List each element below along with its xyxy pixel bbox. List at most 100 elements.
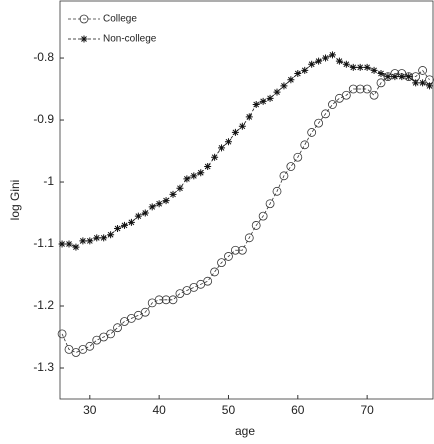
data-point bbox=[245, 113, 253, 121]
data-point bbox=[286, 162, 296, 171]
data-point bbox=[335, 57, 343, 65]
data-point bbox=[57, 329, 67, 339]
data-point bbox=[154, 295, 164, 305]
x-tick-label: 30 bbox=[83, 403, 97, 417]
data-point bbox=[273, 88, 281, 96]
plot-frame bbox=[59, 0, 434, 400]
data-point bbox=[391, 73, 399, 81]
data-point bbox=[162, 197, 170, 205]
data-point bbox=[85, 341, 95, 351]
data-point bbox=[238, 122, 246, 130]
data-point bbox=[314, 118, 324, 128]
data-point bbox=[266, 94, 274, 102]
data-point bbox=[328, 100, 337, 109]
data-point bbox=[155, 200, 163, 208]
data-point bbox=[315, 57, 323, 65]
data-point bbox=[190, 172, 198, 180]
data-point bbox=[224, 252, 233, 261]
data-point bbox=[322, 54, 330, 62]
data-point bbox=[169, 190, 177, 198]
data-point bbox=[100, 234, 108, 242]
y-tick-label: -1.1 bbox=[33, 236, 54, 250]
data-point bbox=[140, 307, 150, 317]
data-point bbox=[168, 295, 178, 305]
data-point bbox=[349, 63, 357, 71]
legend-label: Non-college bbox=[103, 34, 157, 45]
x-tick-label: 60 bbox=[291, 403, 305, 417]
data-point bbox=[369, 90, 379, 100]
y-tick-label: -1.2 bbox=[33, 298, 54, 312]
legend-marker bbox=[80, 35, 88, 43]
x-tick-label: 70 bbox=[360, 403, 374, 417]
data-point bbox=[301, 66, 309, 74]
data-point bbox=[93, 234, 101, 242]
x-axis-label: age bbox=[235, 424, 255, 438]
data-point bbox=[217, 258, 226, 268]
data-point bbox=[114, 225, 122, 233]
data-point bbox=[280, 82, 288, 90]
series-line bbox=[62, 54, 430, 248]
data-point bbox=[294, 70, 302, 78]
data-point bbox=[419, 79, 427, 87]
data-point bbox=[197, 169, 205, 177]
data-point bbox=[328, 51, 336, 59]
data-point bbox=[321, 109, 330, 119]
data-point bbox=[398, 73, 406, 81]
series-line bbox=[61, 69, 430, 353]
data-point bbox=[65, 240, 73, 248]
data-point bbox=[58, 240, 66, 248]
data-point bbox=[370, 66, 378, 74]
x-tick-label: 40 bbox=[152, 403, 166, 417]
data-point bbox=[203, 276, 213, 286]
y-tick-label: -0.9 bbox=[33, 112, 54, 126]
legend-label: College bbox=[103, 14, 137, 25]
y-tick-label: -1 bbox=[43, 174, 54, 188]
data-point bbox=[272, 186, 282, 196]
data-point bbox=[127, 218, 135, 226]
data-point bbox=[308, 60, 316, 68]
data-point bbox=[86, 237, 94, 245]
data-point bbox=[113, 323, 122, 333]
data-point bbox=[148, 203, 156, 211]
data-point bbox=[210, 267, 220, 277]
data-point bbox=[72, 243, 80, 251]
data-point bbox=[265, 199, 275, 209]
data-point bbox=[307, 128, 317, 137]
data-point bbox=[258, 211, 268, 221]
data-point bbox=[355, 84, 365, 94]
data-point bbox=[384, 73, 392, 81]
data-point bbox=[120, 221, 128, 229]
data-point bbox=[252, 101, 260, 109]
y-axis-label: log Gini bbox=[8, 180, 22, 221]
data-point bbox=[244, 233, 254, 243]
data-point bbox=[176, 184, 184, 192]
data-point bbox=[363, 63, 371, 71]
data-point bbox=[106, 329, 116, 339]
data-point bbox=[183, 175, 191, 183]
data-point bbox=[412, 79, 420, 87]
data-point bbox=[251, 221, 261, 230]
data-point bbox=[300, 140, 310, 150]
data-point bbox=[376, 78, 386, 88]
data-point bbox=[418, 66, 428, 75]
data-point bbox=[405, 73, 413, 81]
data-point bbox=[287, 76, 295, 84]
data-point bbox=[231, 128, 239, 136]
data-point bbox=[79, 237, 87, 245]
data-point bbox=[231, 245, 240, 255]
data-point bbox=[224, 138, 232, 146]
data-point bbox=[107, 231, 115, 239]
data-point bbox=[342, 60, 350, 68]
data-point bbox=[293, 152, 303, 162]
data-point bbox=[141, 209, 149, 217]
data-point bbox=[204, 163, 212, 171]
data-point bbox=[279, 171, 289, 181]
data-point bbox=[426, 82, 434, 90]
data-point bbox=[161, 295, 171, 305]
y-tick-label: -0.8 bbox=[33, 50, 54, 64]
y-tick-label: -1.3 bbox=[33, 360, 54, 374]
data-point bbox=[218, 144, 226, 152]
data-point bbox=[259, 97, 267, 105]
data-point bbox=[211, 153, 219, 161]
data-point bbox=[377, 70, 385, 78]
